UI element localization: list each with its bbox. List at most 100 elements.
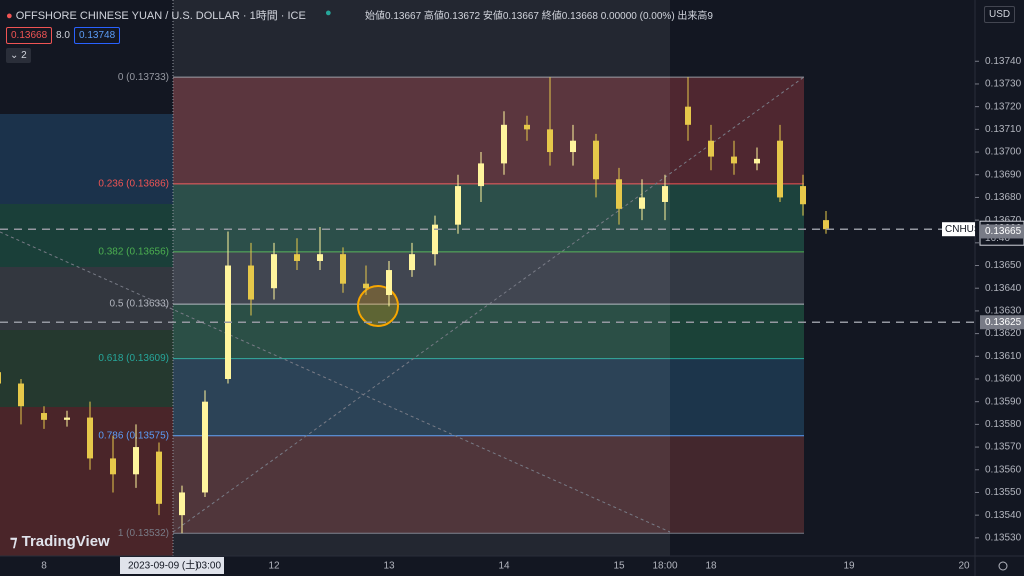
y-tick-label: 0.13680 <box>985 192 1022 203</box>
candle-body <box>179 492 185 516</box>
sell-button[interactable]: 0.13668 <box>6 27 53 44</box>
y-tick-label: 0.13730 <box>985 79 1022 90</box>
candle-body <box>593 140 599 180</box>
price-marker: 0.13665 <box>985 226 1022 237</box>
x-tick-label: 8 <box>41 561 47 572</box>
candle-body <box>455 186 461 225</box>
old-fib-zone <box>0 114 173 204</box>
candle-body <box>685 106 691 125</box>
candle-body <box>708 140 714 157</box>
fib-zone <box>173 183 804 252</box>
candle-body <box>156 451 162 504</box>
y-tick-label: 0.13570 <box>985 442 1022 453</box>
candle-body <box>823 220 829 230</box>
candle-body <box>501 124 507 164</box>
y-tick-label: 0.13640 <box>985 283 1022 294</box>
logo-dot: ● <box>6 10 16 22</box>
spread: 8.0 <box>56 30 70 41</box>
y-tick-label: 0.13650 <box>985 260 1022 271</box>
y-tick-label: 0.13590 <box>985 396 1022 407</box>
x-tick-label: 18 <box>705 561 717 572</box>
x-tick-label: 20 <box>958 561 970 572</box>
x-tick-label: 18:00 <box>652 561 677 572</box>
price-marker: 0.13625 <box>985 317 1022 328</box>
indicator-count: 2 <box>21 50 27 61</box>
settings-icon[interactable] <box>998 561 1008 571</box>
candle-body <box>317 254 323 261</box>
y-tick-label: 0.13630 <box>985 306 1022 317</box>
y-tick-label: 0.13670 <box>985 215 1022 226</box>
candle-body <box>386 270 392 296</box>
candle-body <box>363 283 369 289</box>
status-dot: ● <box>325 7 332 19</box>
candle-body <box>294 254 300 261</box>
x-tick-label: 15 <box>613 561 625 572</box>
candle-body <box>547 129 553 153</box>
fib-zone <box>173 77 804 184</box>
y-tick-label: 0.13720 <box>985 101 1022 112</box>
fib-label: 1 (0.13532) <box>118 528 169 539</box>
y-tick-label: 0.13560 <box>985 464 1022 475</box>
trend-line <box>0 231 671 533</box>
candle-body <box>639 197 645 209</box>
symbol-tag-bg <box>942 222 975 237</box>
candle-body <box>616 179 622 209</box>
y-tick-label: 0.13610 <box>985 351 1022 362</box>
y-tick-label: 0.13580 <box>985 419 1022 430</box>
fib-label: 0.236 (0.13686) <box>98 178 169 189</box>
old-fib-zone <box>0 407 173 556</box>
candle-body <box>41 413 47 420</box>
candle-body <box>478 163 484 187</box>
ohlc: 始値0.13667 高値0.13672 安値0.13667 終値0.13668 … <box>365 11 713 22</box>
fib-zone <box>173 251 804 305</box>
price-marker-bg <box>980 224 1024 239</box>
y-tick-label: 0.13530 <box>985 532 1022 543</box>
candle-body <box>662 186 668 202</box>
candle-body <box>409 254 415 271</box>
currency-select[interactable]: USD <box>984 6 1016 23</box>
fib-zone <box>173 304 804 359</box>
y-tick-label: 0.13700 <box>985 147 1022 158</box>
symbol-tag: CNHUSD <box>945 224 988 235</box>
fib-label: 0 (0.13733) <box>118 72 169 83</box>
y-tick-label: 0.13690 <box>985 169 1022 180</box>
y-tick-label: 0.13540 <box>985 510 1022 521</box>
candle-body <box>110 458 116 475</box>
crosshair-time: 03:00 <box>196 561 221 572</box>
buy-button[interactable]: 0.13748 <box>74 27 121 44</box>
candle-body <box>777 140 783 198</box>
old-fib-zone <box>0 267 173 330</box>
candle-body <box>248 265 254 300</box>
price-axis <box>975 0 1024 576</box>
candle-body <box>570 140 576 153</box>
indicator-toggle[interactable]: ⌄ 2 <box>6 48 31 63</box>
candle-body <box>731 156 737 164</box>
fib-label: 0.786 (0.13575) <box>98 430 169 441</box>
brand-mark: ⁊ <box>10 533 22 550</box>
old-fib-zone <box>0 204 173 267</box>
candle-body <box>87 417 93 459</box>
date-range-highlight <box>173 0 670 556</box>
y-tick-label: 0.13740 <box>985 56 1022 67</box>
brand: ⁊ TradingView <box>10 532 110 550</box>
fib-trend-line <box>172 76 805 533</box>
candle-body <box>64 417 70 420</box>
price-marker-bg <box>980 315 1024 330</box>
fib-zone <box>173 435 804 534</box>
title: OFFSHORE CHINESE YUAN / U.S. DOLLAR · 1時… <box>15 10 306 22</box>
y-tick-label: 0.13620 <box>985 328 1022 339</box>
highlight-circle <box>357 285 399 327</box>
candle-body <box>524 124 530 130</box>
x-tick-label: 12 <box>268 561 280 572</box>
candle-body <box>18 383 24 407</box>
x-tick-label: 14 <box>498 561 510 572</box>
y-tick-label: 0.13600 <box>985 374 1022 385</box>
y-tick-label: 0.13710 <box>985 124 1022 135</box>
x-tick-label: 13 <box>383 561 395 572</box>
candle-body <box>271 254 277 289</box>
brand-name: TradingView <box>21 533 110 550</box>
candle-body <box>133 447 139 475</box>
crosshair-date-box <box>120 557 224 574</box>
